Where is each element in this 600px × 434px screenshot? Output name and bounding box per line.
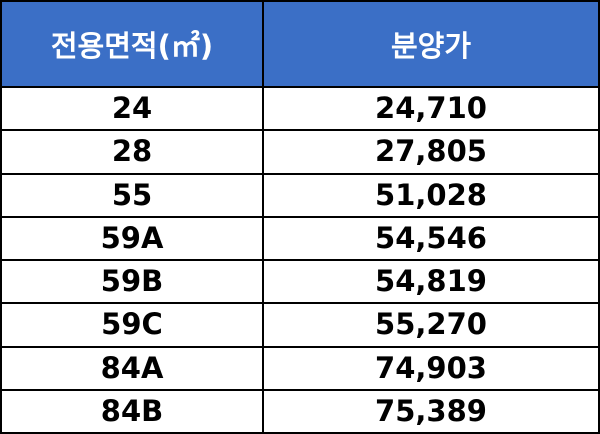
table-row: 24 24,710 [0, 85, 600, 132]
table-row: 59B 54,819 [0, 258, 600, 305]
area-cell: 84B [0, 388, 264, 434]
area-cell: 28 [0, 129, 264, 175]
price-cell: 24,710 [262, 85, 600, 132]
area-cell: 24 [0, 85, 264, 132]
area-cell: 55 [0, 172, 264, 218]
table-body: 24 24,710 28 27,805 55 51,028 59A 54,546 59B 54,8… [0, 85, 600, 434]
price-cell: 54,819 [262, 258, 600, 305]
header-row: 전용면적(㎡) 분양가 [0, 0, 600, 88]
header-cell: 분양가 [262, 0, 600, 88]
price-cell: 51,028 [262, 172, 600, 218]
table-row: 59C 55,270 [0, 302, 600, 348]
price-cell: 74,903 [262, 345, 600, 391]
header-cell: 전용면적(㎡) [0, 0, 264, 88]
area-cell: 59A [0, 215, 264, 262]
price-cell: 75,389 [262, 388, 600, 434]
area-cell: 59C [0, 302, 264, 348]
table-row: 55 51,028 [0, 172, 600, 218]
area-cell: 59B [0, 258, 264, 305]
table-row: 59A 54,546 [0, 215, 600, 262]
price-cell: 54,546 [262, 215, 600, 262]
table-row: 84B 75,389 [0, 388, 600, 434]
area-cell: 84A [0, 345, 264, 391]
table-row: 28 27,805 [0, 129, 600, 175]
price-cell: 55,270 [262, 302, 600, 348]
price-cell: 27,805 [262, 129, 600, 175]
table-row: 84A 74,903 [0, 345, 600, 391]
table-header: 전용면적(㎡) 분양가 [0, 0, 600, 88]
